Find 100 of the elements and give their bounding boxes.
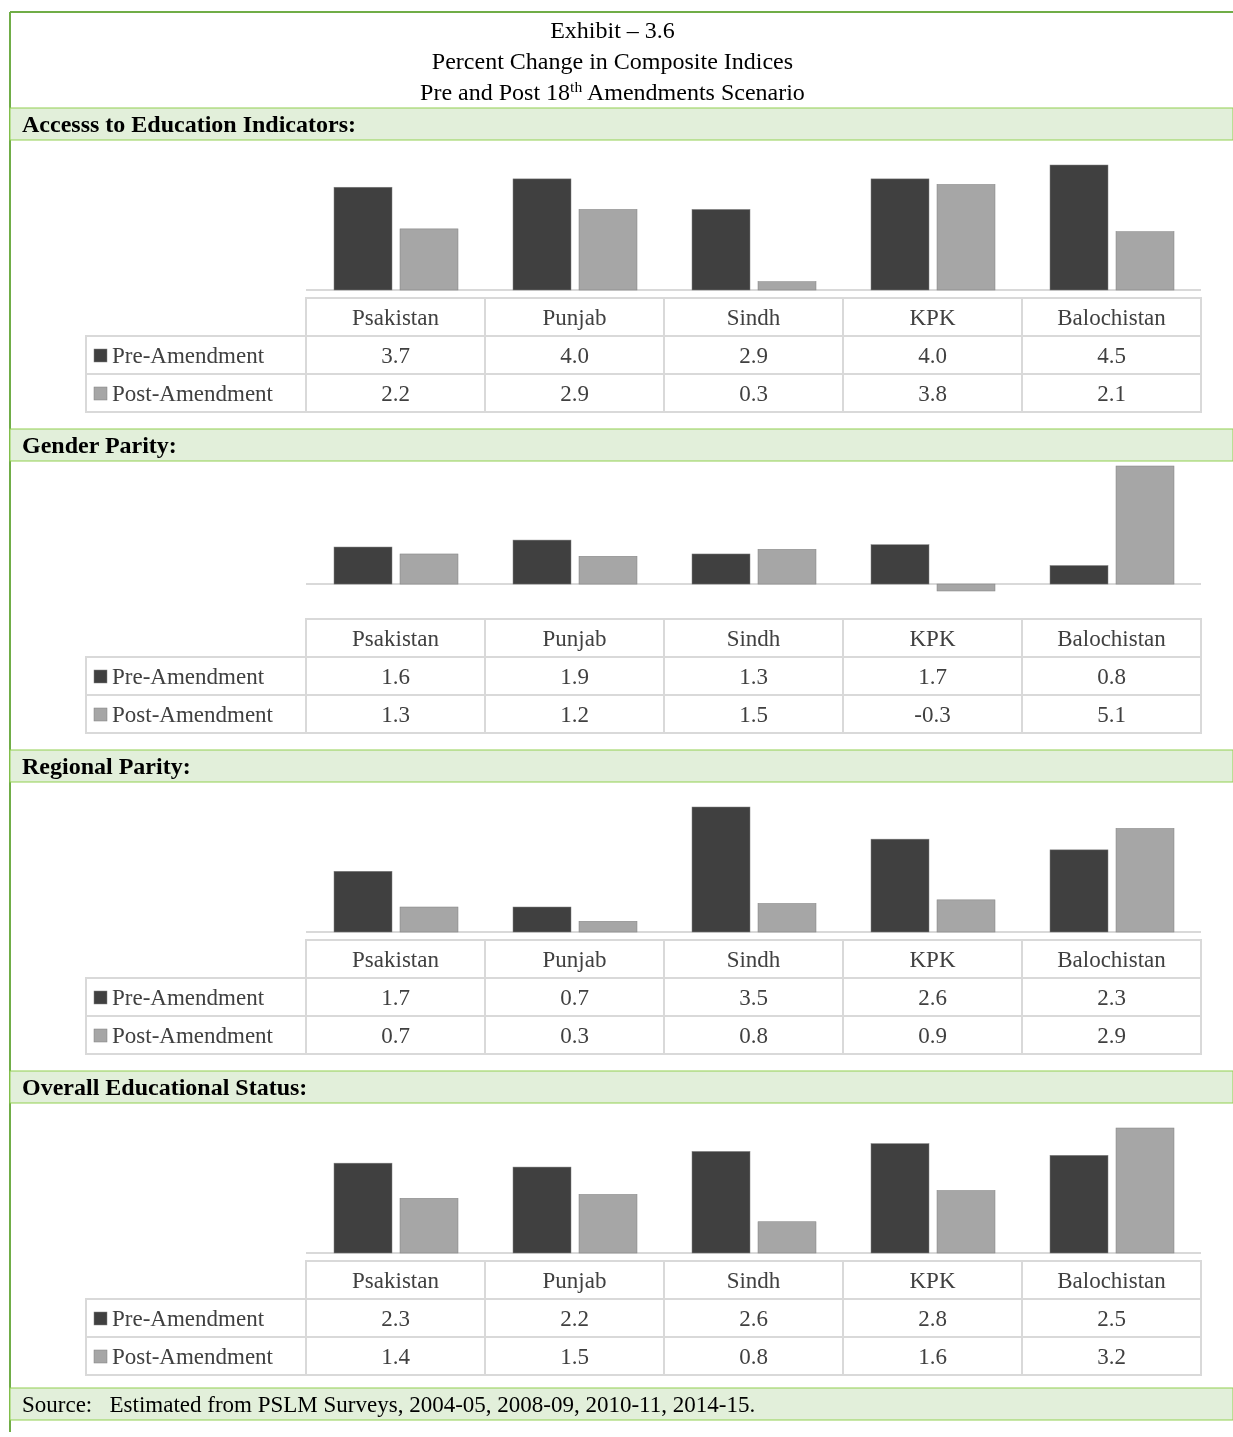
bar (1115, 828, 1175, 933)
legend-label: Post-Amendment (112, 381, 274, 406)
bar (333, 186, 393, 291)
legend-label: Pre-Amendment (112, 1306, 265, 1331)
data-label: 0.8 (739, 1344, 768, 1369)
data-label: 2.9 (739, 343, 768, 368)
data-label: 0.3 (560, 1023, 589, 1048)
x-tick-label: Psakistan (352, 305, 440, 330)
bar (578, 209, 638, 291)
bar (870, 1143, 930, 1254)
bar (399, 553, 459, 585)
bar (691, 806, 751, 933)
x-tick-label: Sindh (726, 1268, 781, 1293)
source-note: Source: Estimated from PSLM Surveys, 2004-05, 2008-09, 2010-11, 2014-15. (22, 1392, 756, 1417)
x-tick-label: KPK (909, 626, 956, 651)
x-tick-label: KPK (909, 947, 956, 972)
bar (757, 1221, 817, 1254)
bar (578, 556, 638, 585)
data-label: 1.9 (560, 664, 589, 689)
bar (870, 544, 930, 585)
data-label: 0.7 (560, 985, 589, 1010)
data-label: 2.3 (1097, 985, 1126, 1010)
data-label: 2.9 (560, 381, 589, 406)
data-label: 1.4 (381, 1344, 411, 1369)
bar (936, 583, 996, 592)
bar (870, 838, 930, 933)
bar (1115, 1127, 1175, 1254)
bar (333, 1162, 393, 1254)
data-label: 0.7 (381, 1023, 410, 1048)
data-label: 1.3 (739, 664, 768, 689)
chart-title: Exhibit – 3.6 Percent Change in Composite Indices Pre and Post 18$^{th}$ Amendments Scenario (420, 17, 805, 105)
data-label: 1.7 (918, 664, 947, 689)
data-label: 2.5 (1097, 1306, 1126, 1331)
legend-label: Pre-Amendment (112, 343, 265, 368)
data-label: 2.8 (918, 1306, 947, 1331)
data-label: 1.5 (739, 702, 768, 727)
legend-label: Post-Amendment (112, 1023, 274, 1048)
data-label: 1.3 (381, 702, 410, 727)
data-label: 4.5 (1097, 343, 1126, 368)
chart-subtitle: Accesss to Education Indicators: (22, 111, 356, 137)
data-label: 2.2 (381, 381, 410, 406)
x-tick-label: Sindh (726, 305, 781, 330)
bar (1115, 465, 1175, 585)
x-tick-label: Balochistan (1057, 947, 1167, 972)
x-tick-label: KPK (909, 305, 956, 330)
x-tick-label: Sindh (726, 947, 781, 972)
text: Regional Parity: (22, 753, 191, 779)
x-tick-label: Psakistan (352, 1268, 440, 1293)
data-label: 1.6 (381, 664, 410, 689)
data-label: 5.1 (1097, 702, 1126, 727)
bar (399, 906, 459, 933)
data-label: 4.0 (560, 343, 589, 368)
bar (936, 1190, 996, 1254)
bar (578, 1194, 638, 1254)
x-tick-label: Balochistan (1057, 626, 1167, 651)
bar (1049, 1155, 1109, 1254)
x-tick-label: Punjab (542, 1268, 607, 1293)
bar (691, 209, 751, 291)
data-label: 2.3 (381, 1306, 410, 1331)
bar (757, 549, 817, 585)
legend-label: Post-Amendment (112, 1344, 274, 1369)
data-label: 3.5 (739, 985, 768, 1010)
data-label: 4.0 (918, 343, 947, 368)
x-tick-label: KPK (909, 1268, 956, 1293)
bar (1049, 164, 1109, 291)
data-label: 1.5 (560, 1344, 589, 1369)
x-tick-label: Psakistan (352, 626, 440, 651)
bar (936, 184, 996, 291)
x-tick-label: Sindh (726, 626, 781, 651)
legend-label: Pre-Amendment (112, 664, 265, 689)
bar (1049, 565, 1109, 585)
data-label: 3.7 (381, 343, 410, 368)
data-label: 0.8 (739, 1023, 768, 1048)
x-tick-label: Balochistan (1057, 305, 1167, 330)
bar (333, 871, 393, 933)
x-tick-label: Punjab (542, 947, 607, 972)
bar (512, 906, 572, 933)
text: Gender Parity: (22, 432, 177, 458)
data-label: 3.8 (918, 381, 947, 406)
x-tick-label: Punjab (542, 305, 607, 330)
x-tick-label: Balochistan (1057, 1268, 1167, 1293)
data-label: 0.9 (918, 1023, 947, 1048)
x-tick-label: Punjab (542, 626, 607, 651)
bar (333, 546, 393, 585)
bar (691, 553, 751, 585)
data-label: 1.6 (918, 1344, 947, 1369)
bar (870, 178, 930, 291)
bar (512, 539, 572, 585)
bar (512, 1166, 572, 1254)
data-label: 1.2 (560, 702, 589, 727)
data-label: 2.6 (918, 985, 947, 1010)
bar (757, 903, 817, 933)
data-label: 2.6 (739, 1306, 768, 1331)
data-label: 2.1 (1097, 381, 1126, 406)
data-label: 2.9 (1097, 1023, 1126, 1048)
data-label: 0.8 (1097, 664, 1126, 689)
data-label: -0.3 (914, 702, 951, 727)
data-label: 0.3 (739, 381, 768, 406)
data-label: 2.2 (560, 1306, 589, 1331)
bar (1049, 849, 1109, 933)
